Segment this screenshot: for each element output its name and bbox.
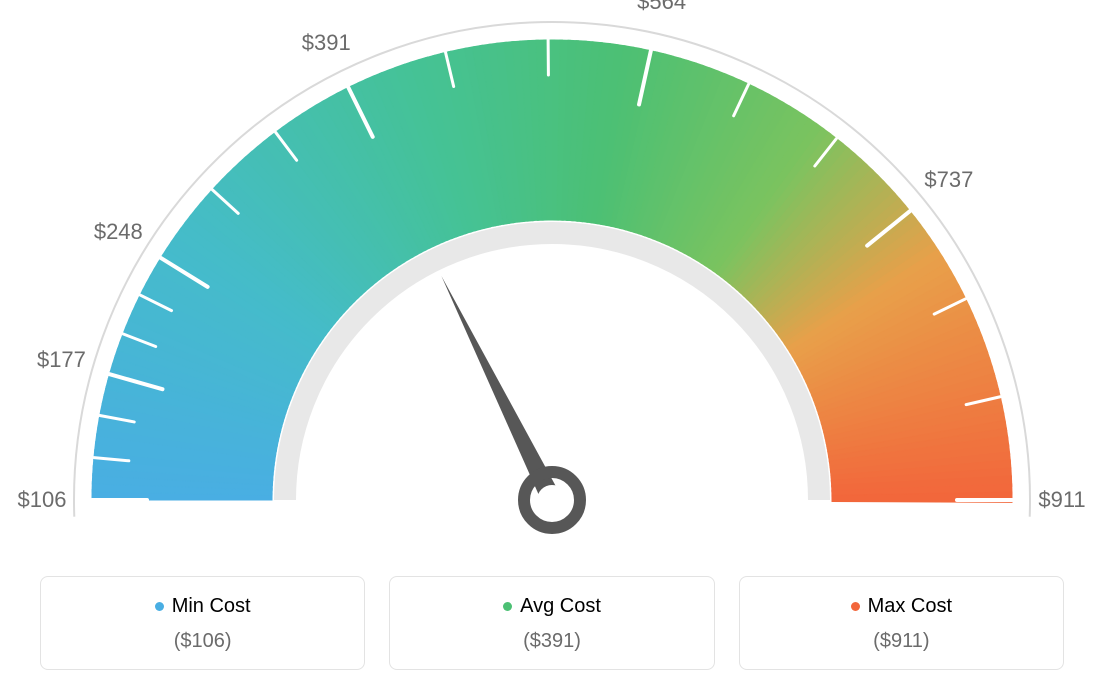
legend-card-max: Max Cost ($911) bbox=[739, 576, 1064, 670]
gauge-tick-label: $248 bbox=[94, 219, 143, 245]
legend-title-avg: Avg Cost bbox=[503, 595, 601, 618]
legend-title-max: Max Cost bbox=[851, 595, 952, 618]
legend-value-max: ($911) bbox=[750, 630, 1053, 653]
gauge-tick-label: $177 bbox=[37, 347, 86, 373]
gauge-chart: $106 $177 $248 $391 $564 $737 $911 bbox=[0, 0, 1104, 560]
gauge-tick-label: $737 bbox=[924, 167, 973, 193]
legend-card-min: Min Cost ($106) bbox=[40, 576, 365, 670]
legend-title-min: Min Cost bbox=[155, 595, 251, 618]
legend-dot-avg bbox=[503, 602, 512, 611]
cost-gauge-widget: $106 $177 $248 $391 $564 $737 $911 Min Cost ($… bbox=[0, 0, 1104, 690]
gauge-svg bbox=[0, 0, 1104, 560]
legend-row: Min Cost ($106) Avg Cost ($391) Max Cost… bbox=[40, 576, 1064, 670]
legend-value-min: ($106) bbox=[51, 630, 354, 653]
legend-label-min: Min Cost bbox=[172, 595, 251, 618]
gauge-tick-label: $106 bbox=[18, 487, 67, 513]
legend-label-avg: Avg Cost bbox=[520, 595, 601, 618]
legend-dot-min bbox=[155, 602, 164, 611]
gauge-tick-label: $911 bbox=[1038, 487, 1085, 513]
legend-value-avg: ($391) bbox=[400, 630, 703, 653]
gauge-tick-label: $564 bbox=[637, 0, 686, 15]
legend-dot-max bbox=[851, 602, 860, 611]
gauge-tick-label: $391 bbox=[302, 30, 351, 56]
legend-card-avg: Avg Cost ($391) bbox=[389, 576, 714, 670]
legend-label-max: Max Cost bbox=[868, 595, 952, 618]
